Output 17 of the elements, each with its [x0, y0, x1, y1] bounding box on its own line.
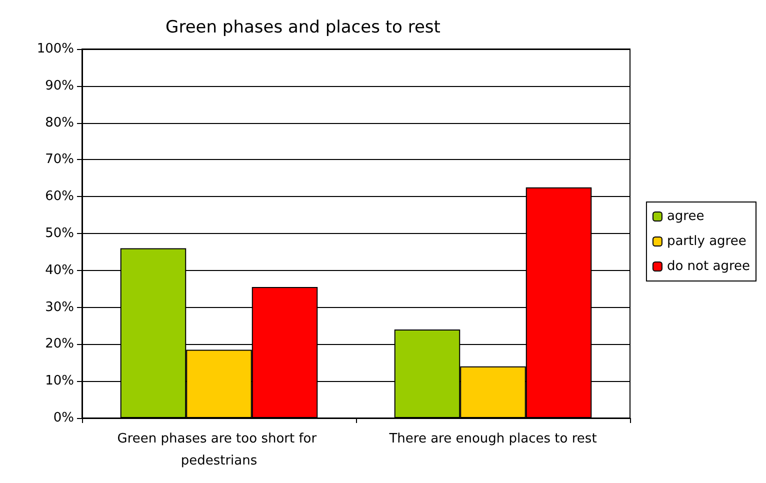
y-tick-label: 40% — [45, 262, 74, 278]
y-tick-label: 80% — [45, 115, 74, 130]
legend-label: partly agree — [666, 234, 746, 249]
y-tick-label: 100% — [36, 42, 74, 56]
y-tick-label: 30% — [45, 300, 74, 315]
legend-label: do not agree — [666, 259, 750, 274]
y-tick-label: 90% — [45, 78, 74, 94]
y-tick-label: 70% — [45, 152, 74, 168]
y-tick-label: 50% — [45, 226, 74, 241]
y-tick-label: 0% — [53, 410, 74, 426]
legend-label: agree — [666, 209, 704, 224]
chart-title: Green phases and places to rest — [166, 18, 441, 38]
y-tick-label: 10% — [45, 374, 74, 389]
x-tick-label: Green phases are too short for pedestrians — [117, 432, 321, 468]
y-tick-label: 60% — [45, 189, 74, 204]
y-tick-label: 20% — [45, 336, 74, 352]
x-tick-label: There are enough places to rest — [388, 432, 597, 446]
